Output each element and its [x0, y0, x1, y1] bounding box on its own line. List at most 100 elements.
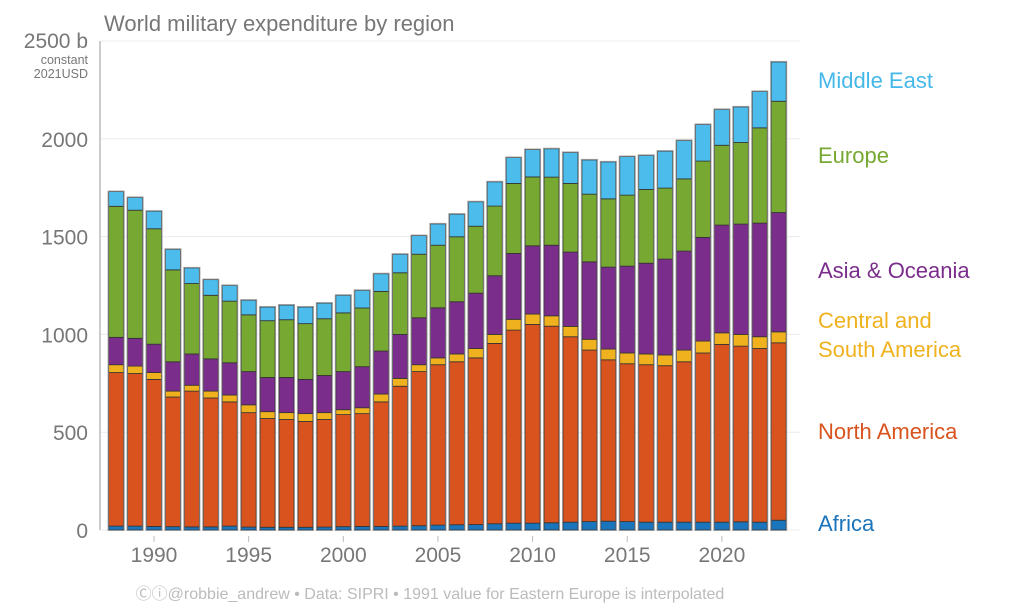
bar-segment-middle-east — [354, 289, 371, 309]
bar-segment-africa — [543, 522, 560, 531]
legend-europe: Europe — [818, 143, 889, 168]
footer-credits: Ⓒⓘ@robbie_andrew • Data: SIPRI • 1991 va… — [136, 585, 725, 603]
bar-segment-middle-east — [183, 267, 200, 284]
bar-segment-europe — [146, 228, 162, 345]
bar-segment-africa — [108, 525, 125, 531]
bar-outline — [751, 90, 769, 531]
x-tick-label: 1990 — [131, 544, 178, 567]
bar-segment-europe — [581, 193, 598, 263]
legend-africa: Africa — [818, 511, 875, 536]
bar-segment-central-and-south-america — [505, 318, 522, 331]
bar-segment-north-america — [714, 343, 730, 523]
bar-segment-middle-east — [373, 273, 390, 292]
bar-segment-middle-east — [392, 253, 408, 274]
bar-segment-north-america — [430, 364, 446, 526]
bars — [107, 60, 788, 532]
bar-segment-north-america — [146, 378, 162, 527]
y-tick-label: 0 — [76, 520, 88, 543]
bar-outline — [486, 180, 504, 531]
bar-outline — [372, 272, 390, 531]
bar-segment-middle-east — [505, 157, 522, 184]
bar-segment-africa — [467, 524, 484, 531]
bar-segment-asia-oceania — [467, 292, 484, 349]
x-tick-label: 2005 — [415, 544, 462, 567]
bar-segment-asia-oceania — [638, 262, 655, 355]
bar-segment-north-america — [221, 401, 238, 527]
bar-segment-africa — [335, 526, 352, 531]
bar-stack-2003 — [391, 253, 409, 531]
chart-title: World military expenditure by region — [104, 11, 455, 36]
x-tick-label: 2010 — [509, 544, 556, 567]
bar-segment-central-and-south-america — [240, 404, 257, 414]
bar-segment-africa — [770, 519, 787, 531]
x-tick-label: 2015 — [604, 544, 651, 567]
bar-segment-europe — [373, 290, 390, 352]
bar-segment-middle-east — [619, 156, 636, 196]
bar-segment-asia-oceania — [714, 224, 730, 334]
bar-outline — [694, 123, 712, 531]
bar-segment-central-and-south-america — [638, 353, 655, 366]
bar-outline — [713, 108, 731, 532]
y-tick-label: 500 — [53, 422, 88, 445]
bar-segment-africa — [524, 522, 541, 531]
bar-segment-middle-east — [448, 213, 465, 238]
bar-outline — [315, 302, 333, 531]
bar-segment-north-america — [108, 372, 125, 527]
bar-segment-middle-east — [600, 161, 617, 200]
bar-segment-europe — [751, 127, 768, 224]
bar-segment-asia-oceania — [165, 361, 181, 392]
bar-segment-asia-oceania — [259, 377, 276, 413]
bar-stack-1989 — [126, 196, 144, 531]
bar-outline — [580, 158, 598, 531]
bar-segment-north-america — [373, 401, 390, 527]
bar-stack-2016 — [637, 154, 655, 531]
bar-segment-europe — [165, 269, 181, 363]
bar-segment-africa — [695, 521, 711, 531]
bar-segment-north-america — [316, 419, 333, 528]
bar-segment-central-and-south-america — [543, 315, 560, 327]
bar-segment-middle-east — [411, 235, 427, 255]
bar-segment-north-america — [505, 329, 522, 524]
bar-segment-africa — [297, 526, 314, 531]
bar-segment-africa — [430, 524, 446, 531]
bar-segment-central-and-south-america — [202, 390, 219, 399]
bar-segment-middle-east — [543, 148, 560, 178]
bar-segment-europe — [467, 225, 484, 294]
bar-stack-1999 — [315, 302, 333, 531]
bar-segment-africa — [562, 521, 579, 531]
bar-stack-2020 — [713, 108, 731, 532]
x-tick-label: 1995 — [225, 544, 272, 567]
bar-outline — [543, 147, 561, 531]
bar-segment-asia-oceania — [316, 375, 333, 414]
bar-outline — [467, 200, 485, 531]
bar-segment-asia-oceania — [183, 353, 200, 386]
bar-segment-africa — [581, 521, 598, 531]
bar-segment-asia-oceania — [297, 378, 314, 415]
bar-outline — [429, 222, 447, 532]
bar-segment-central-and-south-america — [562, 325, 579, 338]
bar-stack-1994 — [221, 284, 239, 531]
bar-segment-europe — [448, 236, 465, 303]
bar-stack-1990 — [145, 210, 163, 531]
bar-outline — [637, 154, 655, 531]
bar-segment-central-and-south-america — [657, 354, 674, 367]
bar-segment-africa — [373, 526, 390, 531]
bar-outline — [353, 289, 371, 532]
bar-segment-europe — [505, 182, 522, 254]
bar-segment-europe — [524, 176, 541, 247]
bar-segment-africa — [411, 525, 427, 531]
bar-segment-middle-east — [770, 61, 787, 102]
y-tick-label: 2000 — [41, 129, 88, 152]
bar-segment-europe — [732, 142, 749, 225]
bar-outline — [240, 299, 258, 532]
bar-segment-asia-oceania — [202, 358, 219, 392]
bar-segment-europe — [335, 312, 352, 372]
bar-segment-asia-oceania — [562, 251, 579, 327]
bar-segment-europe — [354, 307, 371, 368]
bar-segment-north-america — [676, 361, 692, 523]
bar-segment-middle-east — [562, 152, 579, 184]
bar-outline — [656, 150, 674, 531]
bar-segment-europe — [221, 300, 238, 364]
bar-segment-middle-east — [486, 181, 503, 207]
bar-outline — [448, 213, 466, 532]
